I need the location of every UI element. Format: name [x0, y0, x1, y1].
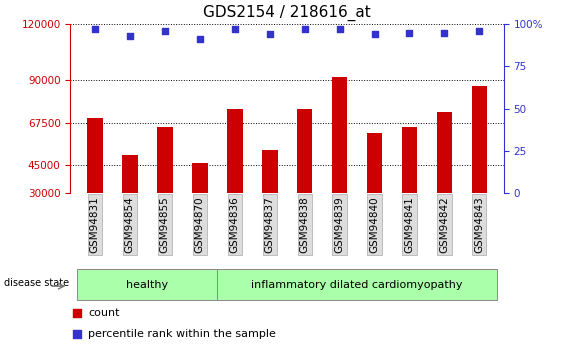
Point	[370, 31, 379, 37]
Bar	[297, 109, 312, 249]
Bar	[436, 112, 452, 249]
Bar	[227, 109, 243, 249]
Bar	[77, 269, 217, 300]
Point	[405, 30, 414, 35]
Text: inflammatory dilated cardiomyopathy: inflammatory dilated cardiomyopathy	[251, 280, 463, 289]
Bar	[157, 127, 173, 249]
Point	[475, 28, 484, 34]
Bar	[122, 155, 138, 249]
Point	[195, 37, 204, 42]
Bar	[87, 118, 102, 249]
Bar	[332, 77, 347, 249]
Point	[90, 27, 99, 32]
Text: healthy: healthy	[126, 280, 168, 289]
Point	[230, 27, 239, 32]
Text: count: count	[88, 308, 120, 318]
Bar	[472, 86, 488, 249]
Bar	[367, 133, 382, 249]
Point	[265, 31, 274, 37]
Title: GDS2154 / 218616_at: GDS2154 / 218616_at	[203, 5, 371, 21]
Point	[160, 28, 169, 34]
Point	[440, 30, 449, 35]
Bar	[192, 163, 208, 249]
Text: percentile rank within the sample: percentile rank within the sample	[88, 329, 276, 339]
Point	[300, 27, 309, 32]
Text: disease state: disease state	[3, 278, 69, 288]
Point	[335, 27, 344, 32]
Point	[73, 310, 82, 315]
Bar	[217, 269, 497, 300]
Point	[126, 33, 135, 39]
Bar	[401, 127, 417, 249]
Point	[73, 332, 82, 337]
Bar	[262, 150, 278, 249]
